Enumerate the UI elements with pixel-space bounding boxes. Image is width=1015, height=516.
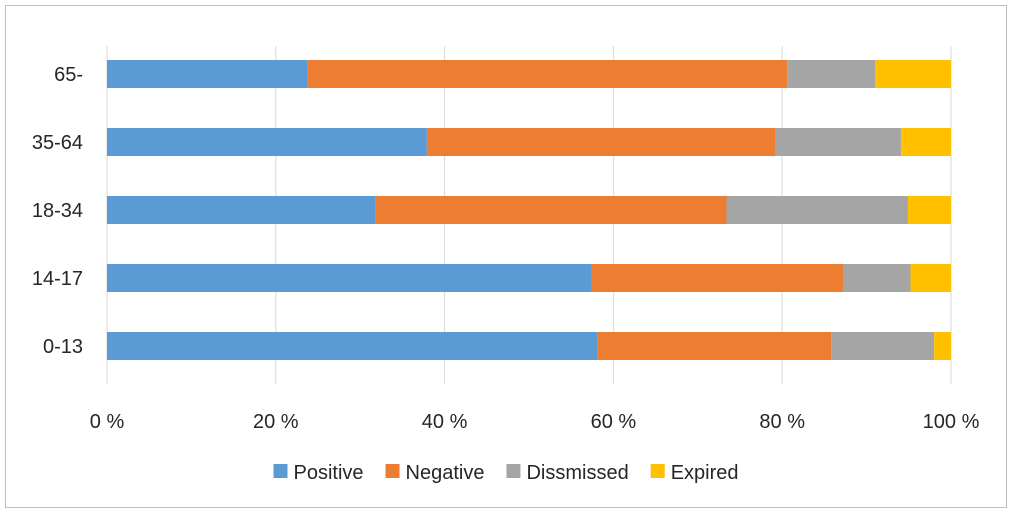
bar-expired-0-13 [934,332,951,360]
bar-positive-35-64 [107,128,427,156]
y-tick-label: 35-64 [32,132,83,154]
y-tick-label: 65- [54,64,83,86]
chart-frame: 65- 35-64 18-34 14-17 0-13 0 % 20 % 40 % 60 % 80… [5,5,1007,508]
legend-swatch-positive [273,464,288,478]
legend-label-dissmissed: Dissmissed [526,462,628,484]
legend-label-expired: Expired [671,462,739,484]
y-tick-label: 0-13 [43,336,83,358]
x-tick-label: 60 % [591,411,637,433]
x-tick-label: 100 % [923,411,980,433]
bar-dissmissed-35-64 [775,128,902,156]
bar-expired-65- [875,60,951,88]
bar-expired-35-64 [901,128,951,156]
y-tick-label: 14-17 [32,268,83,290]
legend: Positive Negative Dissmissed Expired [273,462,739,484]
x-tick-label: 40 % [422,411,468,433]
legend-label-negative: Negative [406,462,485,484]
bar-negative-18-34 [375,196,727,224]
stacked-bar-chart: 65- 35-64 18-34 14-17 0-13 0 % 20 % 40 % 60 % 80… [32,46,980,484]
bar-positive-0-13 [107,332,598,360]
bar-negative-35-64 [426,128,776,156]
bar-dissmissed-0-13 [831,332,935,360]
legend-swatch-negative [385,464,400,478]
bar-expired-18-34 [907,196,951,224]
x-tick-label: 0 % [90,411,125,433]
bar-dissmissed-18-34 [726,196,908,224]
x-axis-labels: 0 % 20 % 40 % 60 % 80 % 100 % [90,411,980,433]
x-tick-label: 20 % [253,411,299,433]
bar-positive-14-17 [107,264,592,292]
bar-negative-0-13 [597,332,832,360]
x-tick-label: 80 % [759,411,805,433]
legend-swatch-expired [650,464,665,478]
y-axis-labels: 65- 35-64 18-34 14-17 0-13 [32,64,83,358]
bar-negative-65- [307,60,788,88]
bars [107,60,951,360]
legend-swatch-dissmissed [506,464,521,478]
bar-dissmissed-65- [787,60,876,88]
y-tick-label: 18-34 [32,200,83,222]
bar-positive-65- [107,60,308,88]
bar-dissmissed-14-17 [842,264,911,292]
bar-expired-14-17 [910,264,951,292]
legend-label-positive: Positive [293,462,363,484]
bar-positive-18-34 [107,196,376,224]
bar-negative-14-17 [591,264,843,292]
